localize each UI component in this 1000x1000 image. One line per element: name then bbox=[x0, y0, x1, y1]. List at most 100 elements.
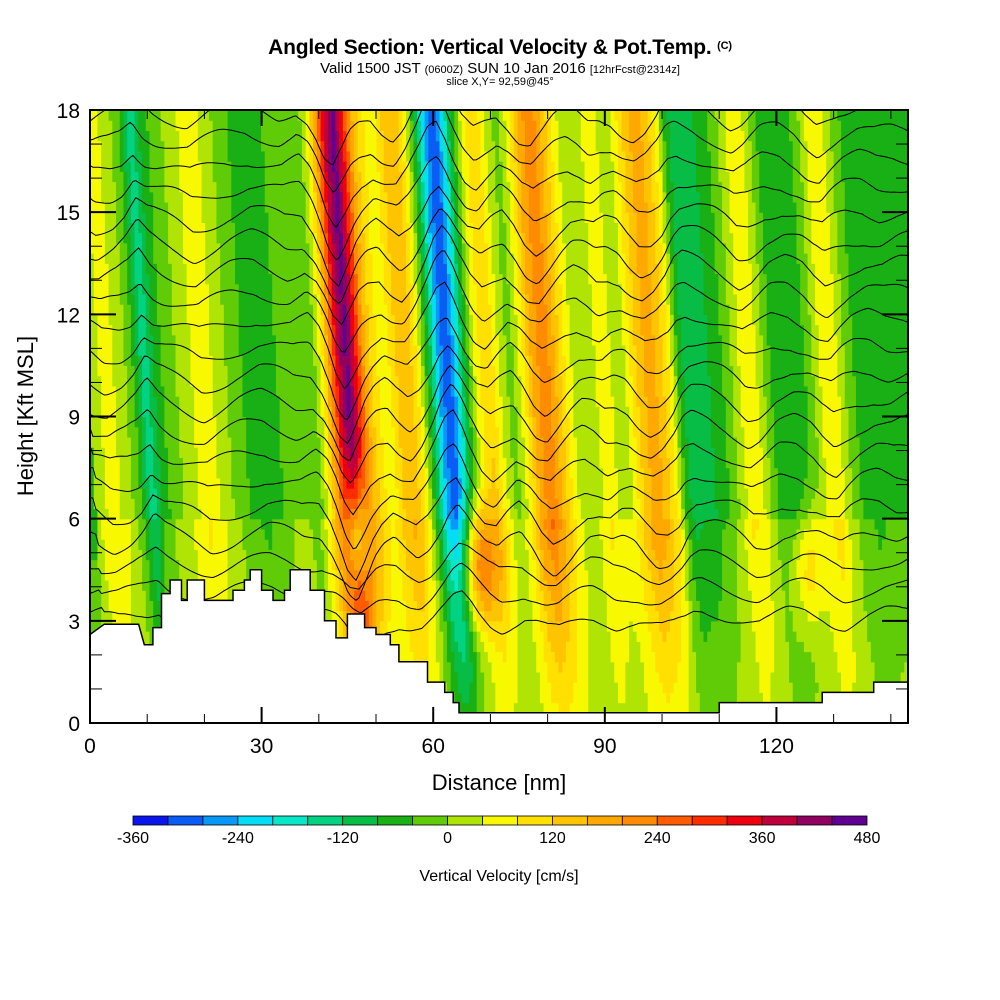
field-cell bbox=[532, 692, 537, 704]
field-cell bbox=[324, 518, 329, 530]
field-cell bbox=[580, 671, 586, 683]
field-cell bbox=[785, 692, 790, 704]
field-cell bbox=[528, 549, 534, 561]
field-cell bbox=[528, 671, 534, 683]
field-cell bbox=[777, 610, 783, 622]
field-cell bbox=[591, 702, 597, 714]
field-cell bbox=[580, 508, 586, 520]
field-cell bbox=[614, 528, 619, 540]
field-cell bbox=[525, 559, 530, 571]
field-cell bbox=[588, 549, 593, 561]
field-cell bbox=[446, 671, 452, 683]
field-cell bbox=[536, 631, 541, 642]
field-cell bbox=[179, 569, 184, 581]
field-cell bbox=[573, 508, 578, 520]
field-cell bbox=[703, 549, 708, 561]
field-cell bbox=[829, 641, 835, 653]
field-cell bbox=[588, 682, 593, 693]
field-cell bbox=[182, 508, 188, 520]
field-cell bbox=[889, 569, 894, 581]
field-cell bbox=[785, 682, 790, 693]
field-cell bbox=[424, 508, 429, 520]
field-cell bbox=[327, 600, 333, 612]
field-cell bbox=[621, 651, 627, 663]
field-cell bbox=[651, 610, 656, 622]
field-cell bbox=[662, 682, 667, 693]
field-cell bbox=[208, 498, 214, 510]
field-cell bbox=[472, 508, 478, 520]
field-cell bbox=[610, 518, 615, 530]
field-cell bbox=[762, 682, 768, 693]
field-cell bbox=[644, 651, 649, 663]
field-cell bbox=[781, 518, 786, 530]
field-cell bbox=[606, 631, 612, 642]
field-cell bbox=[554, 559, 560, 571]
field-cell bbox=[815, 508, 820, 520]
field-cell bbox=[848, 620, 853, 632]
field-cell bbox=[223, 559, 229, 571]
field-cell bbox=[543, 610, 548, 622]
field-cell bbox=[142, 569, 147, 581]
field-cell bbox=[283, 498, 288, 510]
field-cell bbox=[324, 559, 329, 571]
field-cell bbox=[446, 610, 452, 622]
field-cell bbox=[755, 518, 760, 530]
field-cell bbox=[562, 631, 567, 642]
field-cell bbox=[149, 488, 154, 499]
field-cell bbox=[595, 488, 600, 499]
field-cell bbox=[792, 549, 798, 561]
field-cell bbox=[740, 692, 745, 704]
field-cell bbox=[774, 610, 779, 622]
field-cell bbox=[565, 620, 571, 632]
field-cell bbox=[562, 661, 567, 673]
field-cell bbox=[443, 600, 448, 612]
field-cell bbox=[130, 518, 136, 530]
field-cell bbox=[443, 610, 448, 622]
field-cell bbox=[722, 620, 727, 632]
field-cell bbox=[551, 528, 556, 540]
field-cell bbox=[710, 508, 716, 520]
field-cell bbox=[539, 508, 545, 520]
field-cell bbox=[539, 651, 545, 663]
field-cell bbox=[539, 661, 545, 673]
field-cell bbox=[740, 559, 745, 571]
field-cell bbox=[472, 488, 478, 499]
field-cell bbox=[562, 702, 567, 714]
field-cell bbox=[119, 600, 125, 612]
field-cell bbox=[287, 518, 292, 530]
field-cell bbox=[629, 569, 634, 581]
field-cell bbox=[632, 590, 638, 601]
field-cell bbox=[380, 549, 385, 561]
field-cell bbox=[435, 488, 441, 499]
field-cell bbox=[710, 631, 716, 642]
field-cell bbox=[725, 539, 731, 550]
field-cell bbox=[677, 641, 682, 653]
field-cell bbox=[428, 528, 433, 540]
field-cell bbox=[580, 518, 586, 530]
field-cell bbox=[681, 600, 686, 612]
field-cell bbox=[194, 559, 199, 571]
field-cell bbox=[465, 549, 470, 561]
field-cell bbox=[119, 569, 125, 581]
field-cell bbox=[662, 508, 667, 520]
field-cell bbox=[565, 600, 571, 612]
field-cell bbox=[476, 682, 482, 693]
field-cell bbox=[789, 498, 794, 510]
field-cell bbox=[160, 539, 165, 550]
field-cell bbox=[848, 498, 853, 510]
field-cell bbox=[142, 498, 147, 510]
field-cell bbox=[569, 661, 574, 673]
field-cell bbox=[368, 590, 374, 601]
field-cell bbox=[881, 549, 887, 561]
field-cell bbox=[640, 559, 645, 571]
field-cell bbox=[841, 590, 846, 601]
field-cell bbox=[301, 549, 307, 561]
field-cell bbox=[142, 488, 147, 499]
field-cell bbox=[662, 549, 667, 561]
field-cell bbox=[532, 590, 537, 601]
field-cell bbox=[584, 559, 589, 571]
field-cell bbox=[789, 661, 794, 673]
field-cell bbox=[532, 671, 537, 683]
field-cell bbox=[353, 518, 359, 530]
field-cell bbox=[577, 631, 582, 642]
